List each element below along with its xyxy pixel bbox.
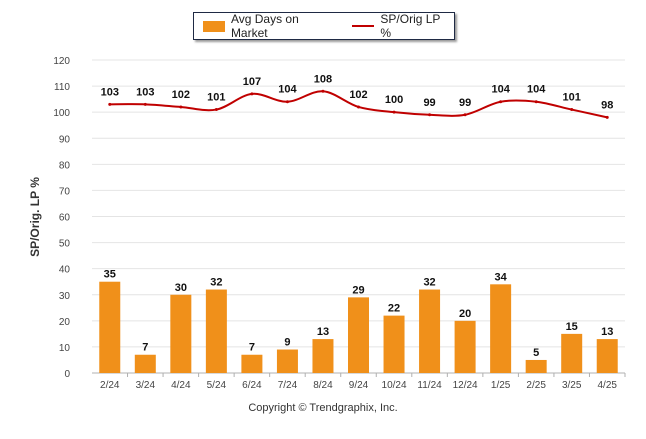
legend-line-label: SP/Orig LP % <box>380 12 441 40</box>
line-data-label: 99 <box>423 97 435 109</box>
x-tick-label: 8/24 <box>313 380 333 391</box>
bar <box>348 297 369 373</box>
x-tick-label: 4/25 <box>597 380 617 391</box>
bar-data-label: 29 <box>352 284 364 296</box>
y-tick-label: 120 <box>53 56 70 67</box>
line-point <box>428 113 432 117</box>
legend-line-swatch <box>352 25 375 27</box>
y-tick-label: 60 <box>59 213 71 224</box>
bar-data-label: 32 <box>210 277 222 289</box>
line-data-label: 99 <box>459 97 471 109</box>
bar-data-label: 13 <box>317 326 329 338</box>
line-data-label: 101 <box>207 92 225 104</box>
y-tick-label: 50 <box>59 239 71 250</box>
bar <box>312 339 334 373</box>
x-tick-label: 3/24 <box>136 380 156 391</box>
line-data-label: 102 <box>172 89 190 101</box>
bar-data-label: 22 <box>388 303 400 315</box>
bar-data-label: 7 <box>142 342 148 354</box>
y-tick-label: 80 <box>59 160 71 171</box>
y-tick-label: 40 <box>59 265 71 276</box>
bar <box>205 289 227 373</box>
line-point <box>143 102 147 106</box>
bar <box>561 333 583 373</box>
line-point <box>321 89 325 93</box>
bar <box>99 281 121 373</box>
y-tick-label: 100 <box>53 108 70 119</box>
bar <box>419 289 441 373</box>
line-data-label: 101 <box>563 92 581 104</box>
line-point <box>534 100 538 104</box>
bar <box>454 320 476 373</box>
line-point <box>463 113 467 117</box>
line-point <box>250 92 254 96</box>
bar-data-label: 5 <box>533 347 539 359</box>
line-point <box>570 108 574 112</box>
x-tick-label: 10/24 <box>382 380 407 391</box>
line-data-label: 100 <box>385 94 403 106</box>
line-data-label: 108 <box>314 73 332 85</box>
line-point <box>605 115 609 119</box>
bar-data-label: 13 <box>601 326 613 338</box>
x-tick-label: 5/24 <box>207 380 227 391</box>
copyright-text: Copyright © Trendgraphix, Inc. <box>248 402 398 414</box>
x-tick-label: 6/24 <box>242 380 262 391</box>
bar-data-label: 30 <box>175 282 187 294</box>
line-data-label: 103 <box>136 86 154 98</box>
legend-item-bars: Avg Days on Market <box>203 12 338 40</box>
legend-item-line: SP/Orig LP % <box>352 12 454 40</box>
bar-data-label: 34 <box>495 271 508 283</box>
line-point <box>108 102 112 106</box>
line-data-label: 98 <box>601 99 613 111</box>
line-data-label: 107 <box>243 76 261 88</box>
bar-data-label: 32 <box>423 277 435 289</box>
line-point <box>499 100 503 104</box>
x-tick-label: 2/24 <box>100 380 120 391</box>
bar <box>241 354 263 373</box>
line-point <box>285 100 289 104</box>
bar-data-label: 9 <box>284 337 290 349</box>
y-tick-label: 10 <box>59 343 71 354</box>
line-point <box>179 105 183 109</box>
line-point <box>392 110 396 114</box>
line-data-label: 103 <box>101 86 119 98</box>
line-point <box>214 108 218 112</box>
y-tick-label: 70 <box>59 186 71 197</box>
x-tick-label: 3/25 <box>562 380 582 391</box>
bar-data-label: 15 <box>566 321 578 333</box>
bar <box>134 354 156 373</box>
line-point <box>357 105 360 109</box>
x-tick-label: 11/24 <box>417 380 442 391</box>
legend: Avg Days on Market SP/Orig LP % <box>193 12 455 40</box>
x-tick-label: 4/24 <box>171 380 191 391</box>
line-data-label: 104 <box>527 84 546 96</box>
y-tick-label: 20 <box>59 317 71 328</box>
bar <box>596 339 618 373</box>
line-data-label: 104 <box>491 84 510 96</box>
x-tick-label: 7/24 <box>278 380 298 391</box>
legend-bar-swatch <box>203 20 225 32</box>
line-data-label: 102 <box>349 89 367 101</box>
x-tick-label: 12/24 <box>453 380 478 391</box>
bar-data-label: 7 <box>249 342 255 354</box>
x-tick-label: 9/24 <box>349 380 369 391</box>
y-axis-title: SP/Orig. LP % <box>28 177 42 257</box>
bar <box>525 359 547 373</box>
y-tick-label: 30 <box>59 291 71 302</box>
x-tick-label: 1/25 <box>491 380 511 391</box>
y-tick-label: 0 <box>64 369 70 380</box>
line-data-label: 104 <box>278 84 297 96</box>
bar <box>276 349 298 373</box>
y-tick-label: 110 <box>54 82 70 93</box>
bar <box>490 284 512 373</box>
legend-bar-label: Avg Days on Market <box>230 12 299 40</box>
bar <box>170 294 192 373</box>
bar-data-label: 20 <box>459 308 471 320</box>
y-tick-label: 90 <box>59 134 71 145</box>
bar <box>383 315 405 373</box>
x-tick-label: 2/25 <box>526 380 546 391</box>
bar-data-label: 35 <box>104 269 116 281</box>
